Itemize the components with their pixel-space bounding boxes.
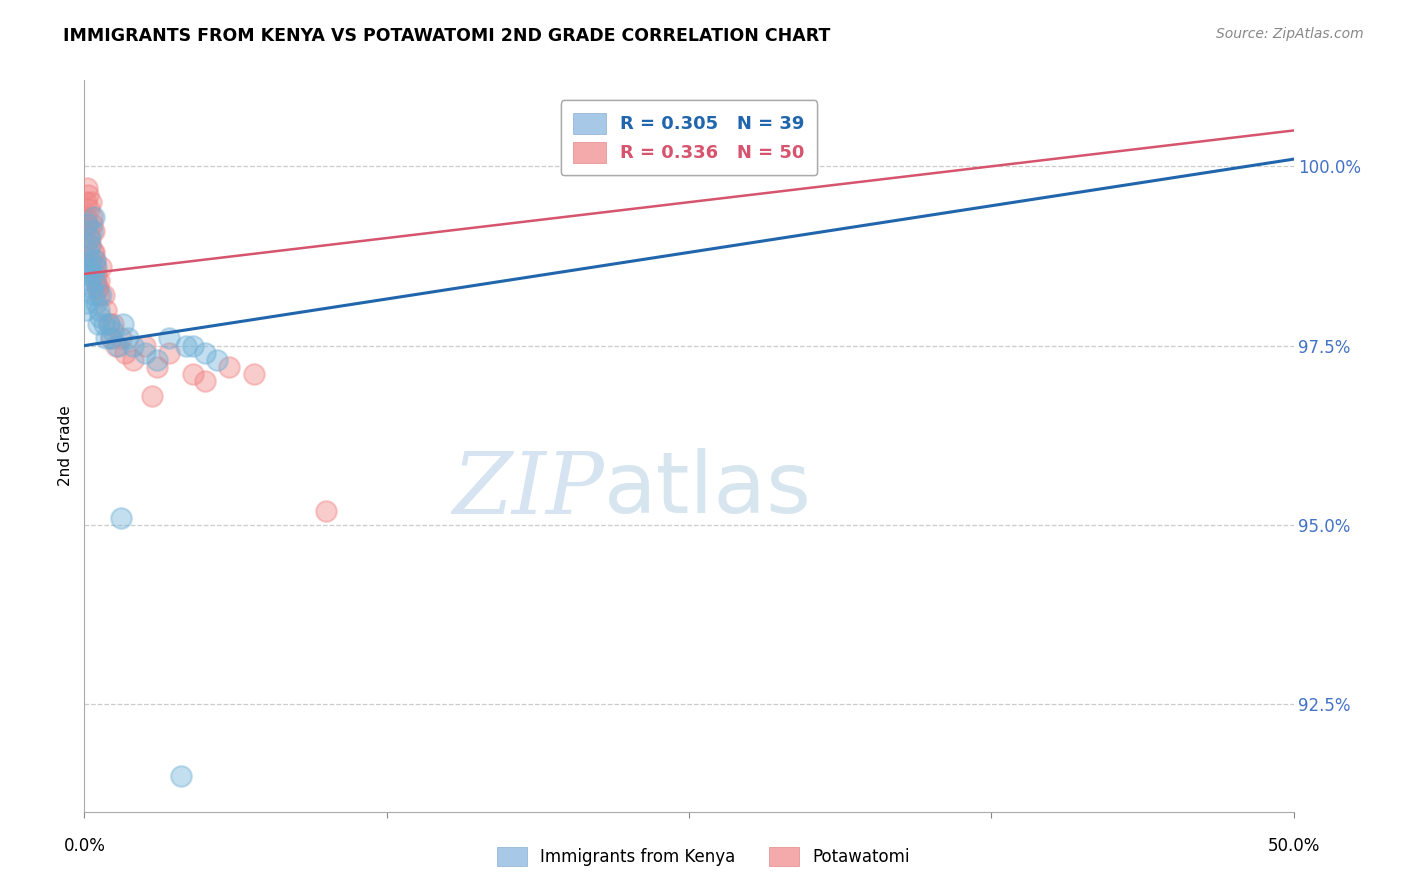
Text: 0.0%: 0.0%	[63, 837, 105, 855]
Text: Source: ZipAtlas.com: Source: ZipAtlas.com	[1216, 27, 1364, 41]
Point	[100, 331, 122, 345]
Point	[104, 338, 127, 352]
Text: ZIP: ZIP	[453, 449, 605, 532]
Point	[79, 238, 101, 252]
Text: 50.0%: 50.0%	[1267, 837, 1320, 855]
Point	[90, 260, 112, 274]
Point	[110, 510, 132, 524]
Y-axis label: 2nd Grade: 2nd Grade	[58, 406, 73, 486]
Point	[146, 353, 169, 368]
Point	[110, 331, 132, 345]
Point	[87, 302, 110, 317]
Point	[97, 317, 120, 331]
Point	[83, 210, 105, 224]
Point	[112, 317, 135, 331]
Point	[76, 217, 98, 231]
Point	[86, 317, 108, 331]
Point	[89, 288, 111, 302]
Point	[86, 281, 108, 295]
Point	[84, 274, 107, 288]
Point	[97, 317, 120, 331]
Point	[83, 260, 105, 274]
Point	[121, 338, 143, 352]
Point	[107, 338, 129, 352]
Point	[134, 338, 156, 352]
Point	[89, 310, 111, 324]
Point	[80, 252, 103, 267]
Point	[82, 217, 104, 231]
Point	[84, 260, 107, 274]
Point	[181, 368, 204, 382]
Point	[83, 245, 105, 260]
Point	[103, 317, 125, 331]
Point	[93, 288, 115, 302]
Point	[80, 224, 103, 238]
Text: atlas: atlas	[605, 449, 813, 532]
Point	[86, 281, 108, 295]
Point	[77, 188, 100, 202]
Point	[146, 360, 169, 375]
Point	[77, 231, 100, 245]
Point	[83, 252, 105, 267]
Point	[79, 238, 101, 252]
Point	[207, 353, 229, 368]
Point	[117, 331, 139, 345]
Point	[79, 274, 101, 288]
Point	[77, 260, 100, 274]
Point	[134, 345, 156, 359]
Point	[77, 202, 100, 217]
Point	[93, 317, 115, 331]
Point	[94, 331, 117, 345]
Point	[157, 331, 180, 345]
Point	[83, 288, 105, 302]
Point	[90, 288, 112, 302]
Point	[84, 252, 107, 267]
Point	[157, 345, 180, 359]
Point	[174, 338, 197, 352]
Point	[82, 245, 104, 260]
Point	[80, 210, 103, 224]
Point	[170, 769, 193, 783]
Point	[75, 210, 97, 224]
Point	[94, 302, 117, 317]
Point	[76, 181, 98, 195]
Point	[83, 224, 105, 238]
Point	[103, 324, 125, 338]
Legend: R = 0.305   N = 39, R = 0.336   N = 50: R = 0.305 N = 39, R = 0.336 N = 50	[561, 100, 817, 176]
Point	[76, 267, 98, 281]
Point	[242, 368, 264, 382]
Point	[77, 245, 100, 260]
Point	[76, 217, 98, 231]
Point	[84, 274, 107, 288]
Point	[86, 267, 108, 281]
Point	[114, 345, 136, 359]
Point	[86, 295, 108, 310]
Point	[141, 389, 163, 403]
Point	[194, 375, 217, 389]
Point	[100, 331, 122, 345]
Point	[80, 195, 103, 210]
Point	[77, 224, 100, 238]
Point	[75, 295, 97, 310]
Point	[194, 345, 217, 359]
Point	[87, 274, 110, 288]
Point	[75, 302, 97, 317]
Point	[79, 231, 101, 245]
Point	[181, 338, 204, 352]
Text: IMMIGRANTS FROM KENYA VS POTAWATOMI 2ND GRADE CORRELATION CHART: IMMIGRANTS FROM KENYA VS POTAWATOMI 2ND …	[63, 27, 831, 45]
Point	[315, 503, 337, 517]
Point	[75, 195, 97, 210]
Point	[218, 360, 240, 375]
Legend: Immigrants from Kenya, Potawatomi: Immigrants from Kenya, Potawatomi	[488, 838, 918, 875]
Point	[121, 353, 143, 368]
Point	[82, 281, 104, 295]
Point	[82, 267, 104, 281]
